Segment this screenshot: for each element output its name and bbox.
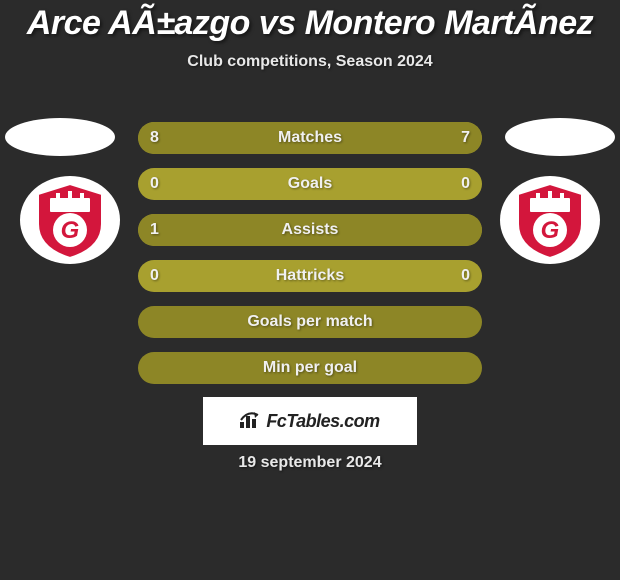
stat-label: Goals <box>288 175 332 192</box>
footer-site-label: FcTables.com <box>266 411 379 431</box>
club-badge-right: G <box>500 176 600 264</box>
stat-value-right: 0 <box>461 260 470 292</box>
stat-row: 0 0 Hattricks <box>138 260 482 292</box>
footer-site-box[interactable]: FcTables.com <box>203 397 417 445</box>
stat-value-right: 7 <box>461 122 470 154</box>
stats-container: 8 7 Matches 0 0 Goals 1 Assists 0 0 Hattricks Goals… <box>138 122 482 398</box>
stat-value-left: 0 <box>150 168 159 200</box>
stat-row: Goals per match <box>138 306 482 338</box>
player-photo-right <box>505 118 615 156</box>
stat-value-right: 0 <box>461 168 470 200</box>
stat-value-left: 0 <box>150 260 159 292</box>
stat-value-left: 1 <box>150 214 159 246</box>
stat-label: Matches <box>278 129 342 146</box>
fctables-icon <box>240 398 262 446</box>
stat-label: Min per goal <box>263 359 357 376</box>
stat-label: Goals per match <box>247 313 372 330</box>
page-title: Arce AÃ±azgo vs Montero MartÃnez <box>0 0 620 43</box>
stat-value-left: 8 <box>150 122 159 154</box>
svg-text:G: G <box>541 217 560 244</box>
subtitle: Club competitions, Season 2024 <box>0 53 620 71</box>
stat-label: Assists <box>282 221 339 238</box>
svg-text:G: G <box>61 217 80 244</box>
stat-row: Min per goal <box>138 352 482 384</box>
stat-row: 8 7 Matches <box>138 122 482 154</box>
stat-row: 1 Assists <box>138 214 482 246</box>
stat-label: Hattricks <box>276 267 344 284</box>
player-photo-left <box>5 118 115 156</box>
stat-bar-right <box>320 122 482 154</box>
date-label: 19 september 2024 <box>0 454 620 472</box>
club-badge-left: G <box>20 176 120 264</box>
stat-row: 0 0 Goals <box>138 168 482 200</box>
